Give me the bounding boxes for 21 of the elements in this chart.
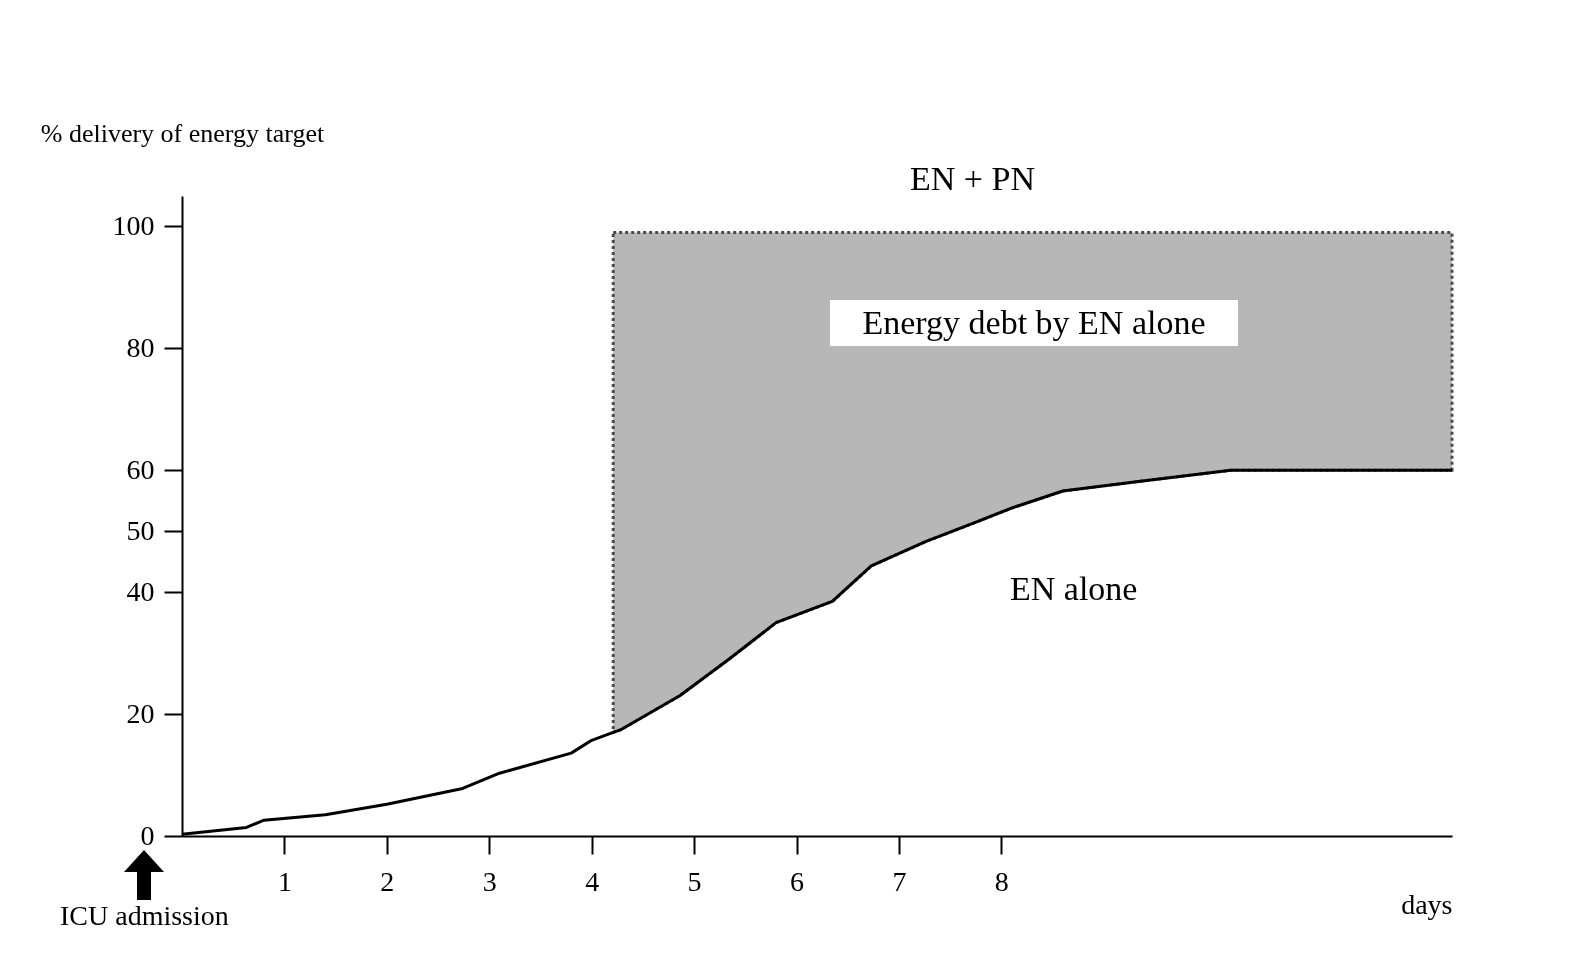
y-tick-label: 100	[112, 209, 155, 241]
y-tick-label: 0	[140, 819, 155, 851]
x-tick-label: 1	[277, 865, 292, 897]
annotation: Energy debt by EN alone	[830, 300, 1238, 346]
x-axis-title: days	[1401, 888, 1453, 920]
x-tick-label: 4	[585, 865, 600, 897]
annotation: EN alone	[1010, 570, 1138, 608]
y-tick-label: 20	[126, 697, 155, 729]
x-tick-label: 8	[994, 865, 1009, 897]
x-tick-label: 5	[687, 865, 702, 897]
x-tick-label: 7	[892, 865, 907, 897]
x-tick-label: 3	[482, 865, 497, 897]
y-tick-label: 80	[126, 331, 155, 363]
text: ICU admission	[60, 900, 229, 932]
y-axis-title: % delivery of energy target	[40, 118, 326, 148]
y-tick-label: 50	[126, 514, 155, 546]
x-tick-label: 2	[380, 865, 395, 897]
x-tick-label: 6	[790, 865, 805, 897]
y-tick-label: 40	[126, 575, 155, 607]
y-tick-label: 60	[126, 453, 155, 485]
annotation: EN + PN	[910, 160, 1035, 198]
